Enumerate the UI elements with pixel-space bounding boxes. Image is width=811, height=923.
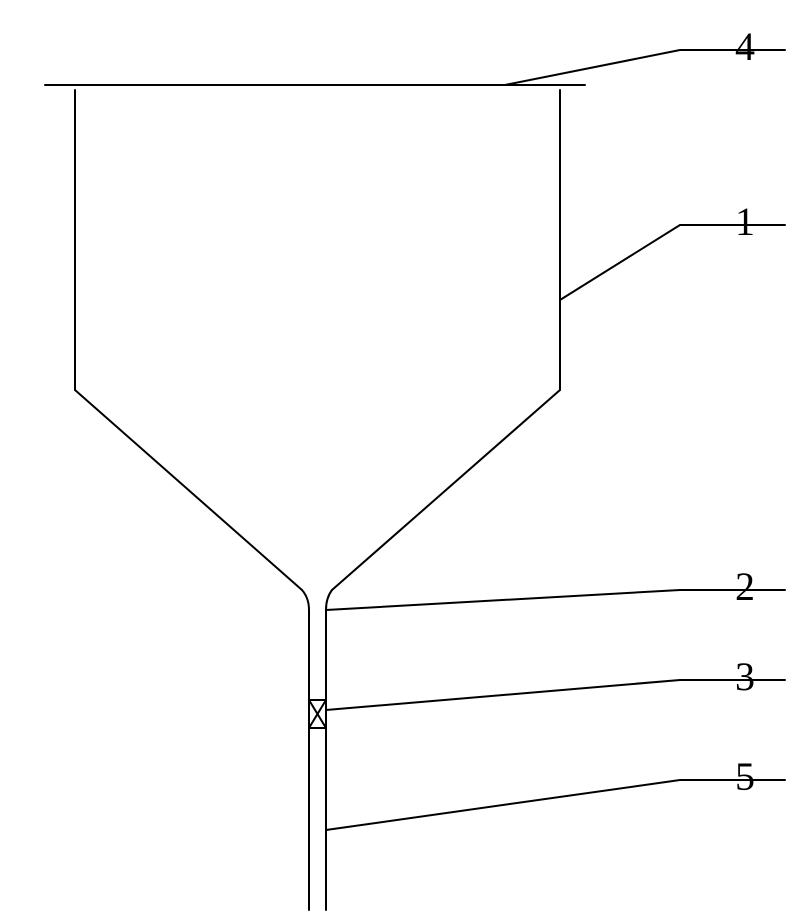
label-text-1: 1 <box>735 199 755 244</box>
label-text-4: 4 <box>735 24 755 69</box>
diagram-background <box>0 0 811 923</box>
label-text-5: 5 <box>735 754 755 799</box>
label-text-2: 2 <box>735 564 755 609</box>
label-text-3: 3 <box>735 654 755 699</box>
engineering-diagram: 4 1 2 3 5 <box>0 0 811 923</box>
